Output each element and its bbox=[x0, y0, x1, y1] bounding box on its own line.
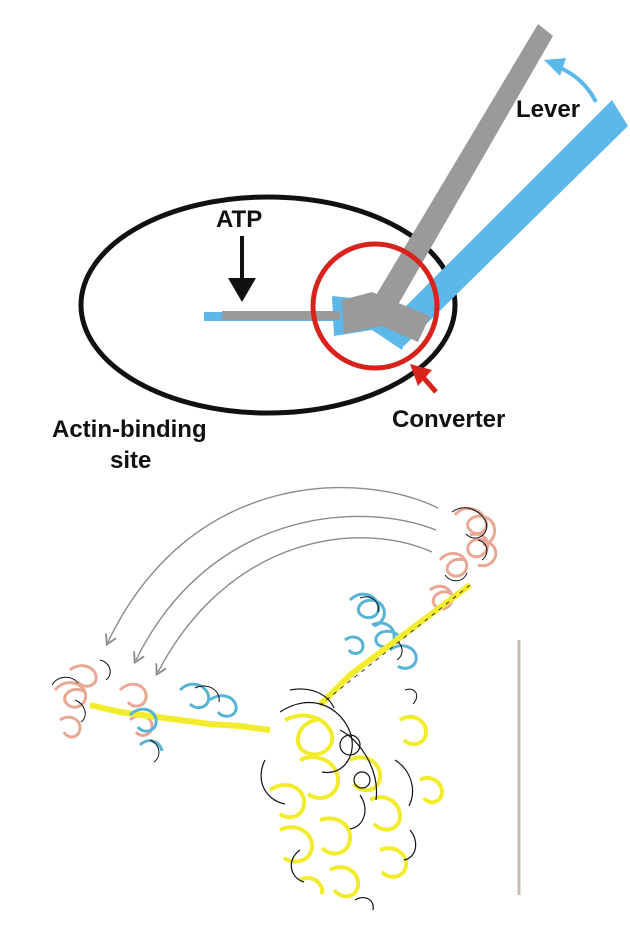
motor-domain-core bbox=[268, 713, 445, 899]
converter-wedge-post bbox=[342, 292, 430, 342]
atp-arrowhead bbox=[228, 278, 256, 302]
light-chain-left bbox=[53, 664, 154, 739]
light-chain-upper bbox=[429, 506, 498, 611]
essential-light-chain-left-outline bbox=[149, 685, 220, 763]
motor-domain-ellipse bbox=[78, 194, 458, 416]
lever-label: Lever bbox=[516, 96, 580, 123]
relay-helix-post bbox=[222, 311, 340, 320]
atp-label: ATP bbox=[216, 206, 262, 233]
myosin-ribbon-structure-icon bbox=[51, 486, 521, 911]
schematic-panel: Lever ATP Converter Actin-binding site bbox=[52, 24, 628, 474]
light-chain-left-outline bbox=[51, 659, 111, 723]
lever-swing-arc-icon bbox=[108, 486, 439, 672]
actin-binding-label: Actin-binding bbox=[52, 416, 207, 443]
converter-arrowhead bbox=[410, 364, 432, 386]
essential-light-chain-upper-outline bbox=[359, 596, 418, 705]
light-chain-upper-outline bbox=[444, 507, 488, 582]
converter-circle bbox=[310, 241, 440, 371]
lever-pre-stroke bbox=[386, 100, 628, 346]
motor-domain-outline bbox=[260, 688, 417, 911]
left-lever-helix bbox=[89, 702, 271, 733]
converter-label: Converter bbox=[392, 406, 505, 433]
lever-helix bbox=[317, 582, 472, 708]
lever-post-stroke bbox=[366, 24, 553, 322]
lever-swing-arrowhead bbox=[544, 58, 566, 76]
actin-binding-site-label: site bbox=[110, 447, 151, 474]
essential-light-chain-left bbox=[128, 682, 238, 752]
